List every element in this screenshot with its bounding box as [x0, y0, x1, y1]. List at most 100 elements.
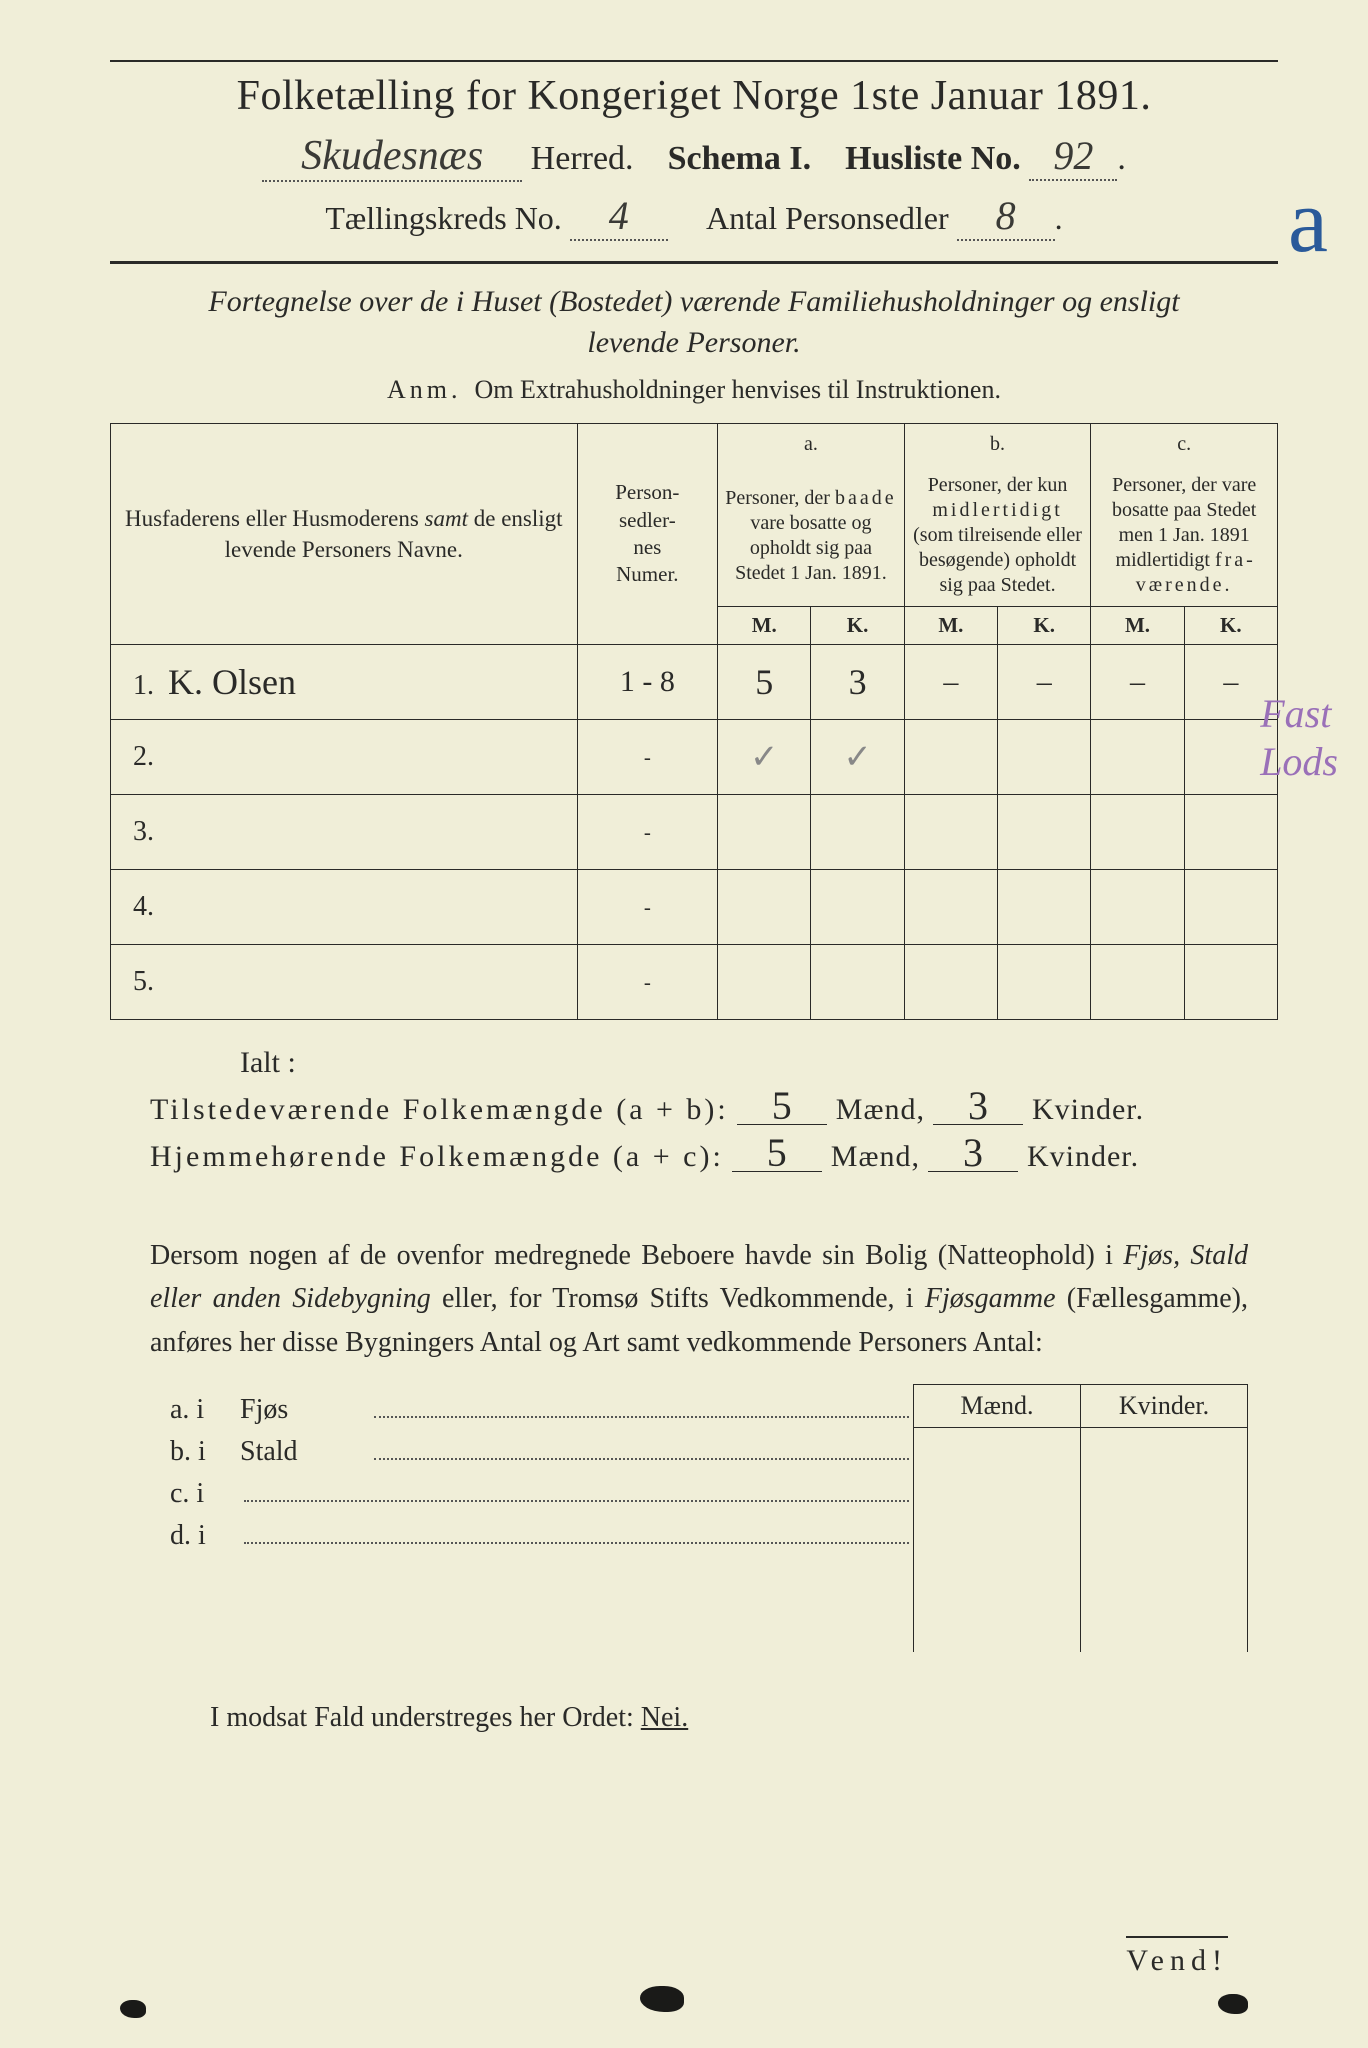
cell-bk: [998, 720, 1091, 795]
subtitle-l2: levende Personer.: [587, 326, 800, 359]
header-line-3: Tællingskreds No. 4 Antal Personsedler 8…: [110, 192, 1278, 241]
c: [1091, 945, 1184, 1020]
col-b: Personer, der kun midler­tidigt (som til…: [904, 465, 1091, 607]
v: 5: [755, 662, 773, 702]
col-a-top: a.: [718, 424, 905, 466]
sum2-label: Hjemmehørende Folkemængde (a + c):: [150, 1140, 724, 1173]
table-row: 2. - ✓ ✓: [111, 720, 1278, 795]
c: [904, 945, 997, 1020]
dots: [374, 1441, 909, 1460]
c: [811, 870, 904, 945]
lab: b. i: [170, 1436, 240, 1468]
header-line-2: Skudesnæs Herred. Schema I. Husliste No.…: [110, 132, 1278, 182]
row-3: 3.: [111, 795, 578, 870]
c: [914, 1428, 1081, 1485]
row-4: 4.: [111, 870, 578, 945]
top-rule: [110, 60, 1278, 62]
lower-table-row: [914, 1540, 1248, 1596]
lower-maend: Mænd.: [914, 1385, 1081, 1428]
c: [914, 1540, 1081, 1596]
cell-cm: –: [1091, 645, 1184, 720]
cell-ak: 3: [811, 645, 904, 720]
row-num: 1.: [133, 670, 154, 701]
col-c: Personer, der vare bosatte paa Stedet me…: [1091, 465, 1278, 607]
table-header-row-1: Husfaderens eller Husmode­rens samt de e…: [111, 424, 1278, 466]
c: [1081, 1596, 1248, 1652]
cell-numer: -: [577, 720, 718, 795]
lower-kvinder: Kvinder.: [1081, 1385, 1248, 1428]
v: 3: [849, 662, 867, 702]
side-annotation: Fast Lods: [1260, 690, 1338, 786]
lower-left: a. i Fjøs b. i Stald c. i d. i: [170, 1384, 909, 1562]
lower-table-row: [914, 1484, 1248, 1540]
v: ✓: [843, 739, 872, 776]
c: [1184, 945, 1277, 1020]
col-a: Personer, der baade vare bo­satte og oph…: [718, 465, 905, 607]
c: [1091, 795, 1184, 870]
sum2-m: 5: [732, 1135, 822, 1172]
cell-am: ✓: [718, 720, 811, 795]
page-title: Folketælling for Kongeriget Norge 1ste J…: [110, 72, 1278, 120]
ink-blot: [120, 2000, 146, 2018]
antal-label: Antal Personsedler: [706, 200, 949, 236]
lower-row-d: d. i: [170, 1520, 909, 1552]
table-row: 5. -: [111, 945, 1278, 1020]
c: [811, 945, 904, 1020]
nei-word: Nei.: [641, 1702, 688, 1733]
subtitle-l1: Fortegnelse over de i Huset (Bostedet) v…: [208, 285, 1179, 318]
cell-bm: –: [904, 645, 997, 720]
lab: d. i: [170, 1520, 240, 1552]
sum-line-1: Tilstedeværende Folkemængde (a + b): 5 M…: [150, 1088, 1278, 1127]
kvinder-label: Kvinder.: [1032, 1093, 1144, 1126]
txt: Stald: [240, 1436, 370, 1468]
dots: [244, 1525, 909, 1544]
margin-letter-a: a: [1288, 170, 1328, 273]
c: [904, 870, 997, 945]
side-fast: Fast: [1260, 690, 1338, 738]
col-c-k: K.: [1184, 607, 1277, 645]
lab: c. i: [170, 1478, 240, 1510]
table-row: 3. -: [111, 795, 1278, 870]
c: [718, 945, 811, 1020]
maend-label: Mænd,: [836, 1093, 925, 1126]
schema-label: Schema I.: [668, 140, 812, 177]
col-a-m: M.: [718, 607, 811, 645]
cell-am: 5: [718, 645, 811, 720]
col-b-k: K.: [998, 607, 1091, 645]
table-row: 1. K. Olsen 1 - 8 5 3 – – – –: [111, 645, 1278, 720]
c: [1081, 1428, 1248, 1485]
anm-lead: Anm.: [387, 375, 462, 404]
cell-bk: –: [998, 645, 1091, 720]
c: [1091, 870, 1184, 945]
kreds-no: 4: [570, 192, 668, 241]
maend-label: Mænd,: [831, 1140, 920, 1173]
sum-line-2: Hjemmehørende Folkemængde (a + c): 5 Mæn…: [150, 1135, 1278, 1174]
c: [998, 945, 1091, 1020]
ialt-label: Ialt :: [240, 1046, 1278, 1080]
paragraph: Dersom nogen af de ovenfor medregnede Be…: [150, 1234, 1248, 1364]
row-5: 5.: [111, 945, 578, 1020]
lower-section: a. i Fjøs b. i Stald c. i d. i Mænd. K: [170, 1384, 1248, 1652]
herred-value: Skudesnæs: [262, 132, 522, 182]
txt: Fjøs: [240, 1394, 370, 1426]
c: [1184, 795, 1277, 870]
col-c-m: M.: [1091, 607, 1184, 645]
nei-line: I modsat Fald understreges her Ordet: Ne…: [210, 1702, 1278, 1734]
sum1-m: 5: [737, 1088, 827, 1125]
lower-table: Mænd. Kvinder.: [913, 1384, 1248, 1652]
subtitle: Fortegnelse over de i Huset (Bostedet) v…: [150, 282, 1238, 363]
lower-row-b: b. i Stald: [170, 1436, 909, 1468]
table-row: 4. -: [111, 870, 1278, 945]
household-table: Husfaderens eller Husmode­rens samt de e…: [110, 423, 1278, 1020]
anm-line: Anm. Om Extrahusholdninger henvises til …: [110, 375, 1278, 405]
c: [904, 795, 997, 870]
row-name: K. Olsen: [168, 662, 296, 702]
lower-row-a: a. i Fjøs: [170, 1394, 909, 1426]
cell-numer: -: [577, 870, 718, 945]
c: [1081, 1540, 1248, 1596]
vend-label: Vend!: [1126, 1936, 1228, 1978]
c: [718, 870, 811, 945]
lower-table-head: Mænd. Kvinder.: [914, 1385, 1248, 1428]
row-2: 2.: [111, 720, 578, 795]
c: [998, 870, 1091, 945]
